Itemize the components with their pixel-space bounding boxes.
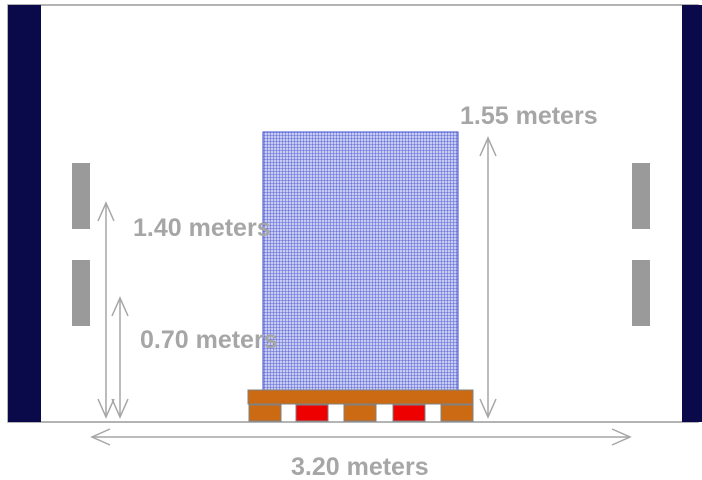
pallet-block xyxy=(248,404,282,422)
load-height-label: 1.55 meters xyxy=(460,102,598,130)
pallet-block-red xyxy=(392,404,426,422)
cargo-load xyxy=(262,131,459,391)
pallet-block xyxy=(440,404,474,422)
height-arrow-0-70 xyxy=(111,296,129,419)
right-wall xyxy=(682,5,702,422)
height-arrow-1-55 xyxy=(479,136,497,419)
left-wall xyxy=(8,5,41,422)
left-upper-slot xyxy=(72,163,90,229)
lower-height-label: 0.70 meters xyxy=(140,326,278,354)
width-label: 3.20 meters xyxy=(291,453,429,480)
pallet xyxy=(247,389,474,422)
left-lower-slot xyxy=(72,260,90,326)
width-arrow-3-20 xyxy=(90,428,632,446)
pallet-deck xyxy=(247,389,474,405)
right-lower-slot xyxy=(632,260,650,326)
pallet-block xyxy=(343,404,377,422)
upper-height-label: 1.40 meters xyxy=(133,214,271,242)
right-upper-slot xyxy=(632,163,650,229)
pallet-block-red xyxy=(295,404,329,422)
height-arrow-1-40 xyxy=(97,201,115,419)
